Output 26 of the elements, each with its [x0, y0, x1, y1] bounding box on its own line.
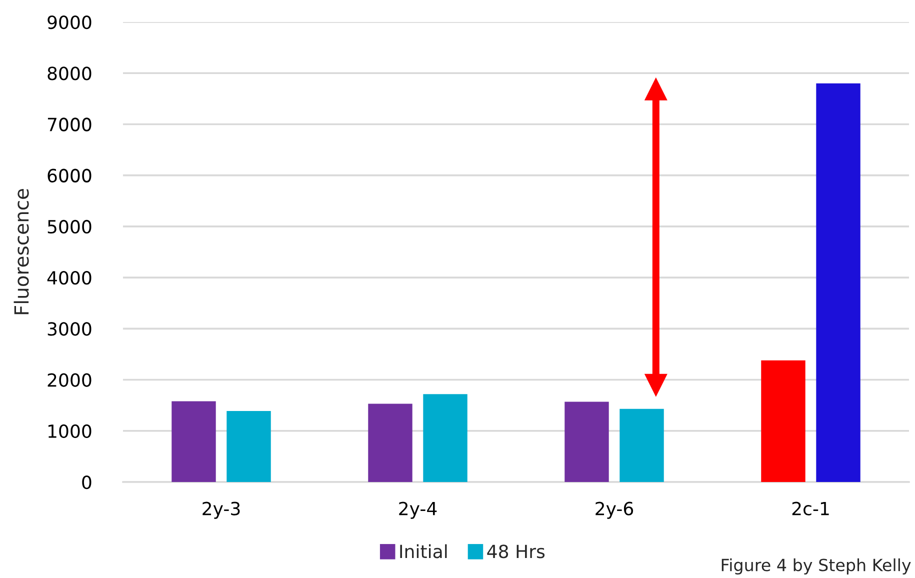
y-tick-label: 1000 [48, 424, 92, 438]
x-tick-label: 2y-6 [596, 502, 634, 519]
bar [620, 408, 664, 482]
bar [368, 404, 412, 482]
bar [564, 402, 609, 482]
bar [816, 83, 860, 482]
bar [172, 401, 216, 482]
y-tick-label: 0 [82, 475, 92, 490]
x-tick-label: 2c-1 [792, 502, 829, 516]
y-tick-label: 6000 [48, 168, 92, 182]
caption: Figure 4 by Steph Kelly [722, 558, 911, 575]
y-tick-label: 3000 [48, 322, 92, 336]
legend-label: 48 Hrs [487, 544, 545, 558]
legend-label: Initial [400, 544, 447, 558]
bar [423, 394, 468, 482]
y-tick-label: 4000 [47, 271, 92, 285]
x-tick-label: 2y-3 [202, 502, 240, 519]
y-tick-label: 2000 [48, 373, 92, 387]
y-tick-label: 9000 [48, 15, 92, 30]
y-axis-title: Fluorescence [14, 188, 29, 314]
x-tick-label: 2y-4 [399, 502, 437, 519]
bar [226, 410, 271, 482]
y-tick-label: 5000 [48, 220, 92, 234]
y-tick-label: 7000 [48, 118, 92, 132]
y-tick-label: 8000 [48, 66, 92, 80]
bar [761, 360, 806, 482]
